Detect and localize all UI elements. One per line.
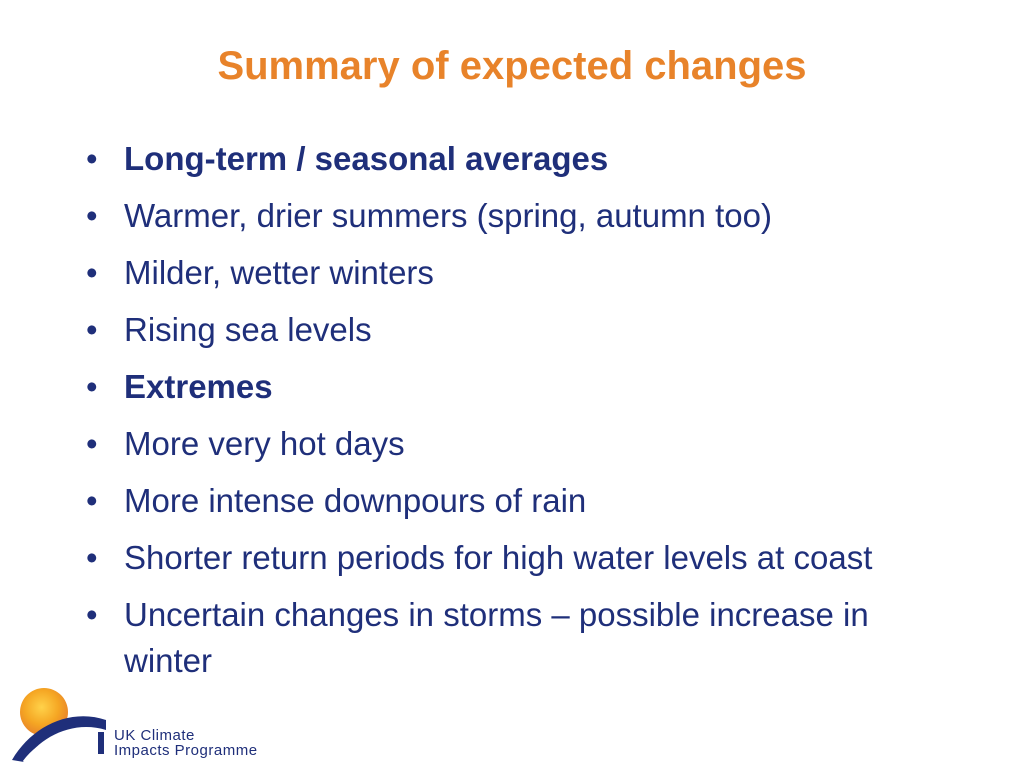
bullet-text: More very hot days bbox=[124, 425, 405, 462]
bullet-icon: • bbox=[86, 482, 98, 519]
list-item: • More intense downpours of rain bbox=[86, 478, 946, 524]
bullet-icon: • bbox=[86, 197, 98, 234]
ukcip-logo: UK Climate Impacts Programme bbox=[10, 686, 300, 766]
list-item: • Extremes bbox=[86, 364, 946, 410]
bullet-icon: • bbox=[86, 254, 98, 291]
bullet-text: More intense downpours of rain bbox=[124, 482, 587, 519]
list-item: • More very hot days bbox=[86, 421, 946, 467]
bullet-icon: • bbox=[86, 425, 98, 462]
bullet-list: • Long-term / seasonal averages • Warmer… bbox=[86, 136, 946, 695]
sun-arc-logo-icon bbox=[12, 688, 106, 763]
bullet-icon: • bbox=[86, 368, 98, 405]
bullet-icon: • bbox=[86, 596, 98, 633]
list-item: • Shorter return periods for high water … bbox=[86, 535, 946, 581]
bullet-heading-averages: Long-term / seasonal averages bbox=[124, 140, 609, 177]
logo-line-1: UK Climate bbox=[114, 727, 195, 744]
bullet-icon: • bbox=[86, 311, 98, 348]
bullet-text: Rising sea levels bbox=[124, 311, 372, 348]
bullet-text: Warmer, drier summers (spring, autumn to… bbox=[124, 197, 772, 234]
list-item: • Warmer, drier summers (spring, autumn … bbox=[86, 193, 946, 239]
arc-icon bbox=[22, 732, 105, 763]
bullet-text: Milder, wetter winters bbox=[124, 254, 434, 291]
slide-title: Summary of expected changes bbox=[217, 44, 807, 88]
list-item: • Uncertain changes in storms – possible… bbox=[86, 592, 946, 684]
arc-icon bbox=[98, 732, 104, 754]
bullet-heading-extremes: Extremes bbox=[124, 368, 273, 405]
bullet-text: Uncertain changes in storms – possible i… bbox=[124, 596, 869, 679]
logo-line-2: Impacts Programme bbox=[114, 742, 258, 759]
bullet-icon: • bbox=[86, 539, 98, 576]
list-item: • Milder, wetter winters bbox=[86, 250, 946, 296]
logo-text: UK Climate Impacts Programme bbox=[114, 728, 258, 758]
list-item: • Rising sea levels bbox=[86, 307, 946, 353]
bullet-text: Shorter return periods for high water le… bbox=[124, 539, 873, 576]
bullet-icon: • bbox=[86, 140, 98, 177]
list-item: • Long-term / seasonal averages bbox=[86, 136, 946, 182]
arc-icon bbox=[12, 716, 106, 762]
